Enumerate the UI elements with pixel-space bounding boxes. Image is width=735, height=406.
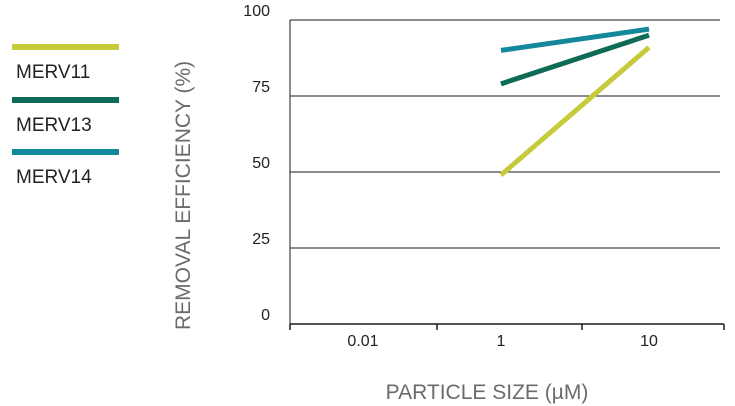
series-line-merv14 (501, 29, 649, 50)
series-lines (501, 29, 649, 175)
x-tick-label: 0.01 (347, 333, 378, 350)
x-tick-labels: 0.01 1 10 (347, 333, 658, 350)
y-tick-label: 100 (243, 3, 270, 20)
legend-swatch-merv13 (12, 97, 119, 103)
x-tick-label: 1 (497, 333, 506, 350)
grid (290, 20, 720, 248)
y-tick-label: 0 (261, 307, 270, 324)
legend-label-merv11: MERV11 (16, 62, 90, 83)
y-tick-labels: 0 25 50 75 100 (243, 3, 270, 324)
x-axis-title: PARTICLE SIZE (µM) (386, 381, 589, 404)
y-tick-label: 50 (252, 155, 270, 172)
legend-swatch-merv14 (12, 149, 119, 155)
legend-label-merv14: MERV14 (16, 167, 92, 188)
axes (290, 20, 724, 330)
y-tick-label: 75 (252, 79, 270, 96)
x-tick-label: 10 (640, 333, 658, 350)
y-axis-title: REMOVAL EFFICIENCY (%) (172, 61, 195, 330)
legend-swatch-merv11 (12, 44, 119, 50)
y-tick-label: 25 (252, 231, 270, 248)
series-line-merv13 (501, 35, 649, 84)
series-line-merv11 (501, 47, 649, 175)
legend-label-merv13: MERV13 (16, 115, 92, 136)
legend: MERV11 MERV13 MERV14 (12, 44, 119, 188)
